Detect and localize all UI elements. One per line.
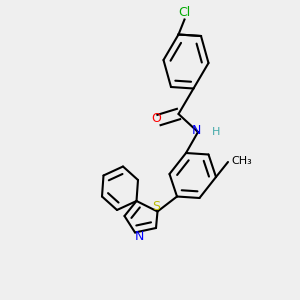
Text: S: S bbox=[152, 200, 160, 213]
Text: Cl: Cl bbox=[178, 5, 190, 19]
Text: CH₃: CH₃ bbox=[231, 155, 252, 166]
Text: H: H bbox=[212, 127, 220, 137]
Text: N: N bbox=[192, 124, 201, 137]
Text: N: N bbox=[135, 230, 144, 244]
Text: O: O bbox=[151, 112, 161, 125]
